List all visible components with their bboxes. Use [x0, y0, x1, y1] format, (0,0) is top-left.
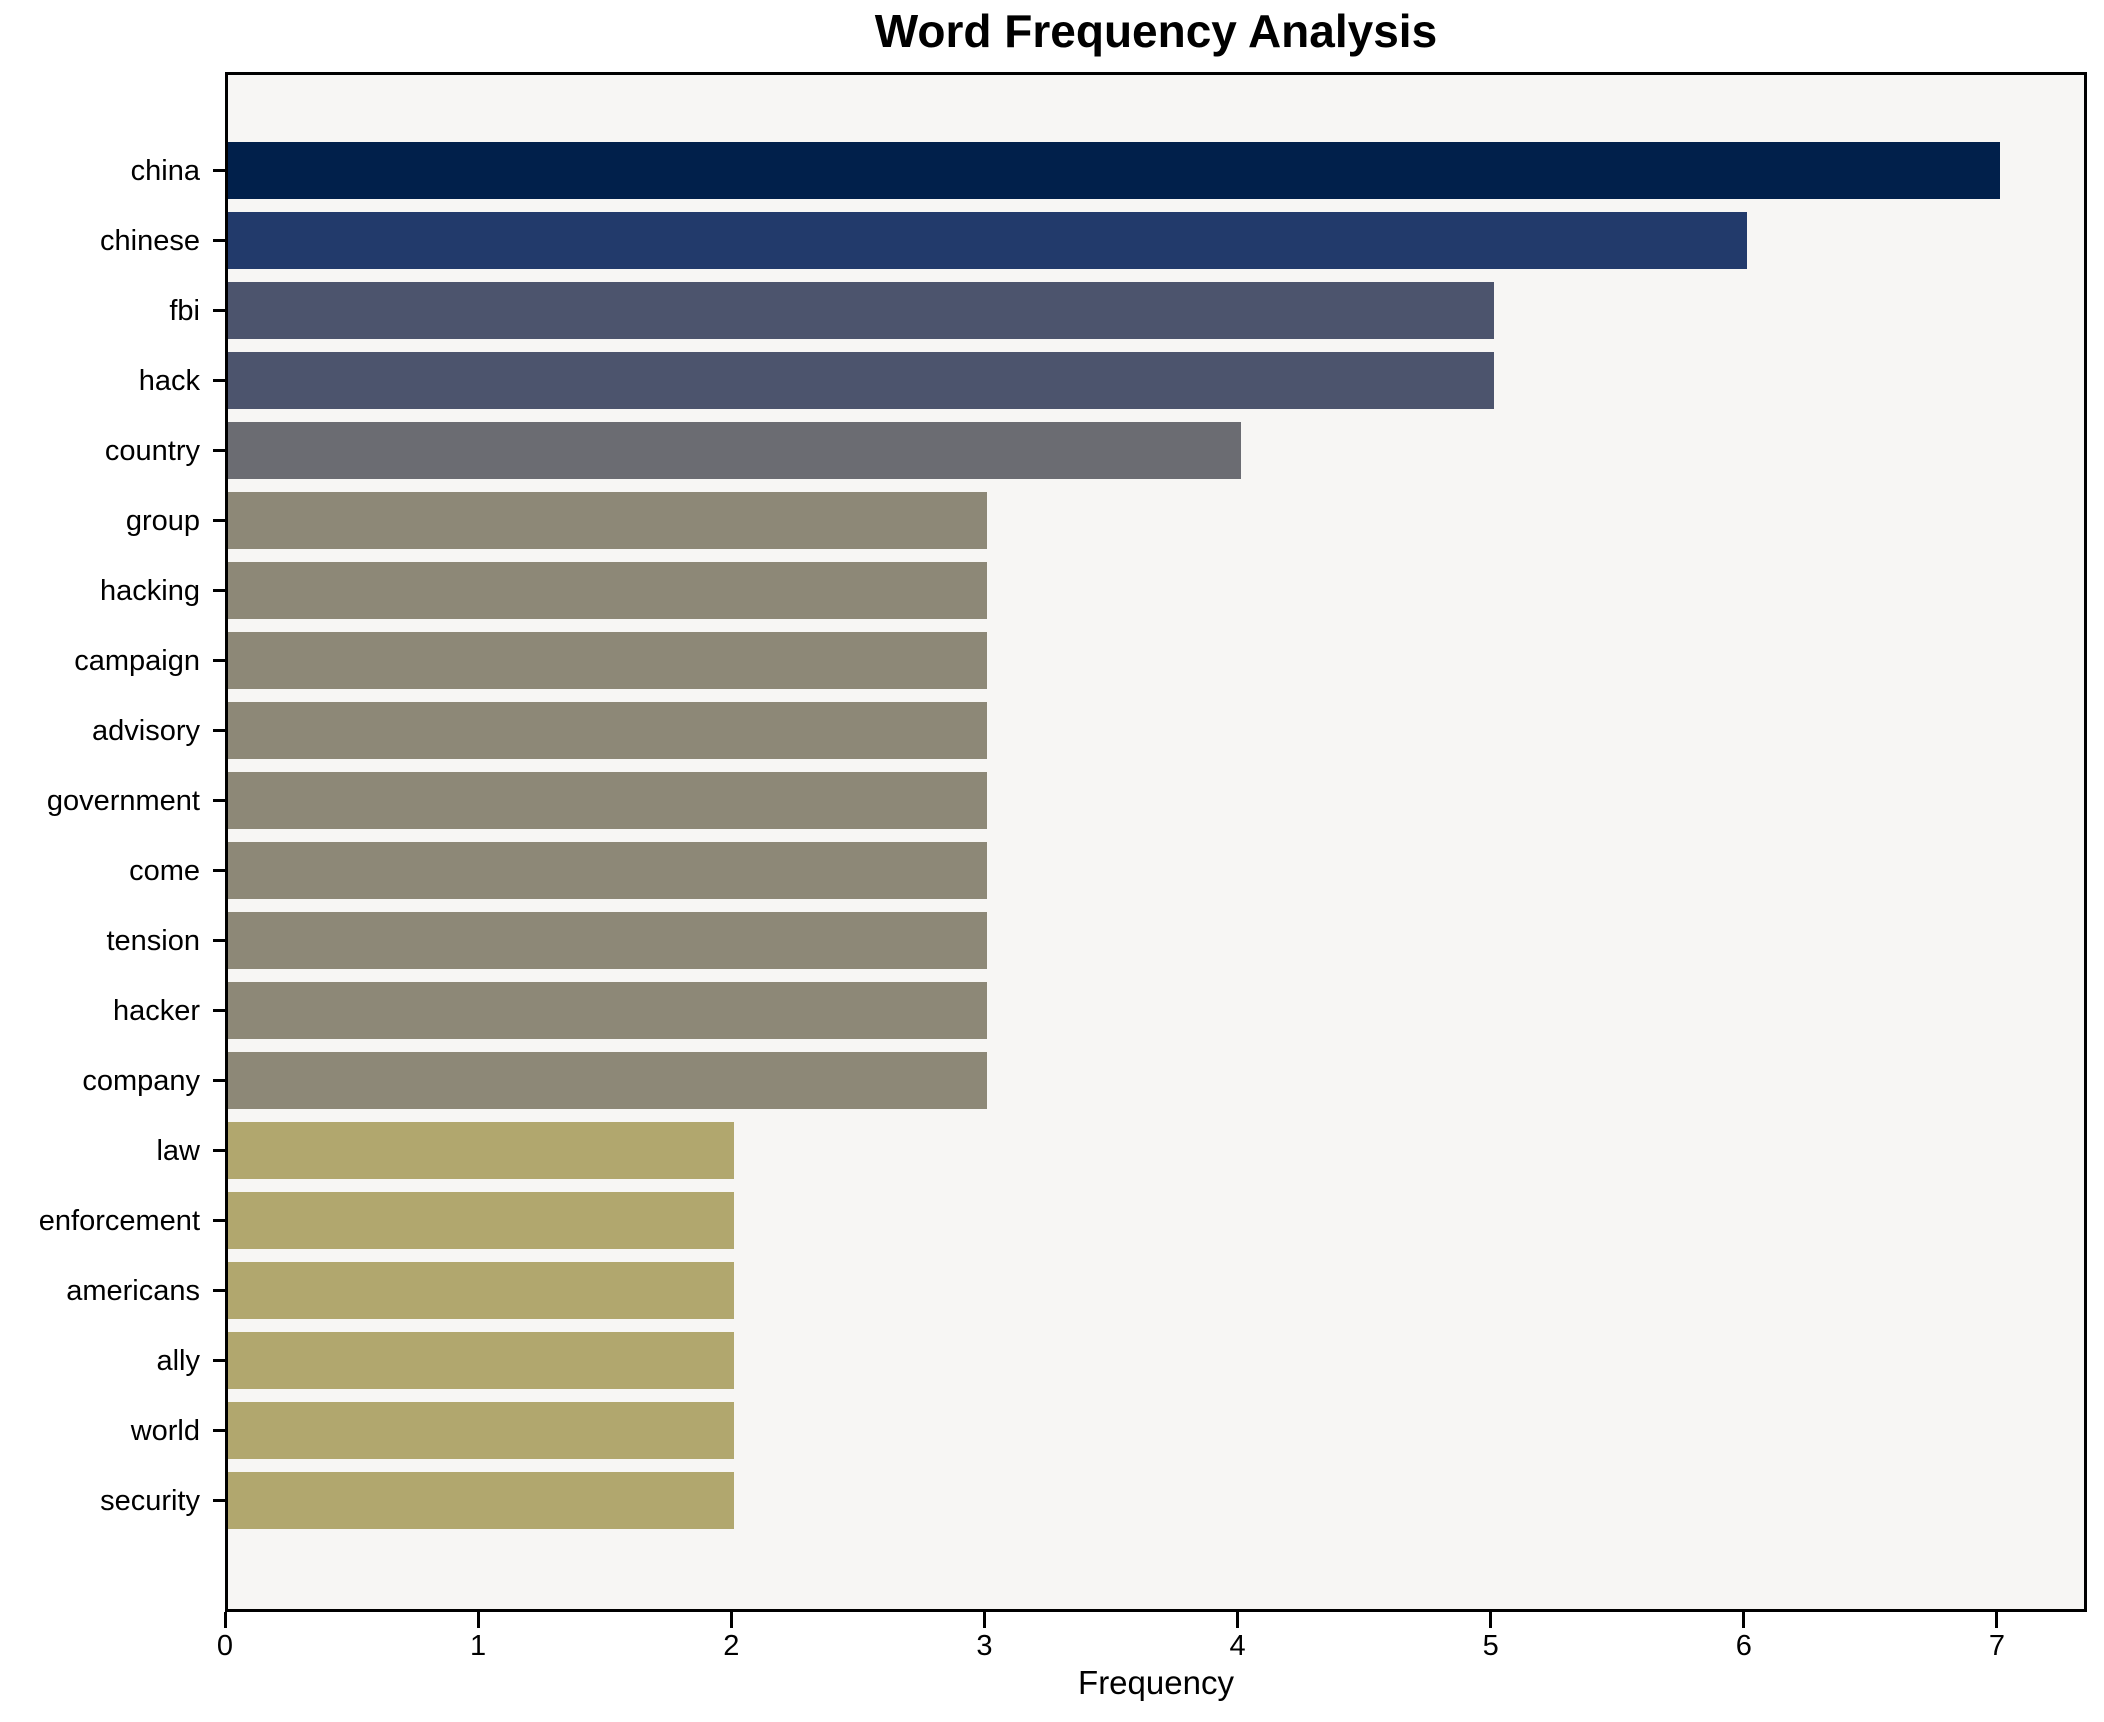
bar-company — [228, 1052, 988, 1109]
y-tick-mark — [213, 1289, 225, 1292]
x-tick-label-2: 2 — [723, 1630, 740, 1662]
y-tick-mark — [213, 449, 225, 452]
y-tick-mark — [213, 379, 225, 382]
y-label-tension: tension — [106, 924, 200, 957]
bar-advisory — [228, 702, 988, 759]
y-label-hack: hack — [138, 364, 200, 397]
x-tick-mark — [729, 1612, 733, 1628]
x-tick-label-3: 3 — [976, 1630, 993, 1662]
bar-tension — [228, 912, 988, 969]
y-label-china: china — [130, 154, 200, 187]
bar-campaign — [228, 632, 988, 689]
y-label-government: government — [46, 784, 200, 817]
y-tick-mark — [213, 1429, 225, 1432]
x-tick-label-0: 0 — [216, 1630, 234, 1662]
x-tick-mark — [1742, 1612, 1746, 1628]
y-label-chinese: chinese — [100, 224, 200, 257]
x-tick-label-5: 5 — [1482, 1630, 1499, 1662]
y-label-ally: ally — [156, 1344, 200, 1377]
bar-country — [228, 422, 1241, 479]
y-tick-mark — [213, 309, 225, 312]
bar-law — [228, 1122, 735, 1179]
y-tick-mark — [213, 1079, 225, 1082]
x-tick-label-4: 4 — [1229, 1630, 1246, 1662]
y-tick-mark — [213, 659, 225, 662]
bar-chinese — [228, 212, 1747, 269]
x-tick-label-7: 7 — [1988, 1630, 2006, 1662]
y-label-hacking: hacking — [100, 574, 200, 607]
bar-world — [228, 1402, 735, 1459]
bar-hack — [228, 352, 1494, 409]
y-tick-mark — [213, 1359, 225, 1362]
x-tick-mark — [1489, 1612, 1493, 1628]
y-label-advisory: advisory — [92, 714, 200, 747]
plot-area — [225, 72, 2087, 1612]
y-label-come: come — [129, 854, 200, 887]
y-label-hacker: hacker — [112, 994, 200, 1027]
y-label-americans: americans — [66, 1274, 200, 1307]
bar-group — [228, 492, 988, 549]
y-tick-mark — [213, 1499, 225, 1502]
y-tick-mark — [213, 869, 225, 872]
x-tick-mark — [476, 1612, 480, 1628]
y-tick-mark — [213, 939, 225, 942]
y-label-fbi: fbi — [169, 294, 200, 327]
y-label-world: world — [130, 1414, 200, 1447]
bar-hacker — [228, 982, 988, 1039]
bar-hacking — [228, 562, 988, 619]
x-tick-mark — [223, 1612, 227, 1628]
x-axis-label: Frequency — [1078, 1664, 1234, 1701]
y-tick-mark — [213, 1219, 225, 1222]
bar-come — [228, 842, 988, 899]
y-tick-mark — [213, 1009, 225, 1012]
x-tick-label-1: 1 — [470, 1630, 487, 1662]
y-label-group: group — [125, 504, 200, 537]
bar-enforcement — [228, 1192, 735, 1249]
y-tick-mark — [213, 519, 225, 522]
y-label-enforcement: enforcement — [38, 1204, 200, 1237]
y-tick-mark — [213, 729, 225, 732]
bar-government — [228, 772, 988, 829]
bar-ally — [228, 1332, 735, 1389]
x-tick-label-6: 6 — [1735, 1630, 1752, 1662]
bar-americans — [228, 1262, 735, 1319]
y-label-company: company — [82, 1064, 200, 1097]
y-label-campaign: campaign — [74, 644, 200, 677]
x-tick-mark — [1995, 1612, 1999, 1628]
y-tick-mark — [213, 1149, 225, 1152]
x-tick-mark — [1236, 1612, 1240, 1628]
bar-security — [228, 1472, 735, 1529]
bar-china — [228, 142, 2000, 199]
y-label-security: security — [100, 1484, 200, 1517]
y-tick-mark — [213, 239, 225, 242]
x-tick-mark — [982, 1612, 986, 1628]
chart-title: Word Frequency Analysis — [874, 5, 1438, 57]
bar-fbi — [228, 282, 1494, 339]
y-tick-mark — [213, 169, 225, 172]
y-label-country: country — [104, 434, 200, 467]
y-tick-mark — [213, 799, 225, 802]
y-label-law: law — [156, 1134, 200, 1167]
y-tick-mark — [213, 589, 225, 592]
